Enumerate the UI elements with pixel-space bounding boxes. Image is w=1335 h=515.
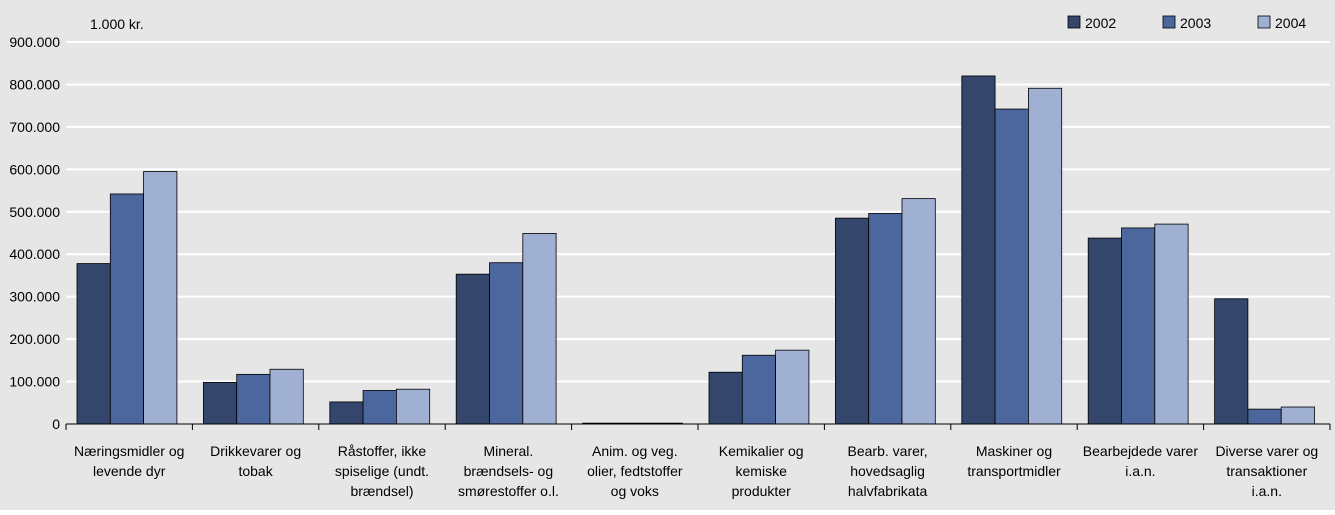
legend: 2002 2003 2004: [1067, 15, 1306, 31]
x-category-label: Bearbejdede varer i.a.n.: [1083, 443, 1199, 479]
x-axis: Næringsmidler og levende dyr Drikkevarer o…: [65, 423, 1331, 499]
y-tick-label: 200.000: [9, 331, 60, 347]
bar: [329, 401, 364, 425]
legend-swatch: [1162, 15, 1176, 29]
legend-label: 2003: [1180, 15, 1211, 31]
bar: [269, 368, 304, 425]
y-tick-label: 300.000: [9, 289, 60, 305]
bar: [1087, 237, 1122, 425]
y-tick-label: 800.000: [9, 76, 60, 92]
y-tick-label: 900.000: [9, 34, 60, 50]
x-category-label: Maskiner og transportmidler: [967, 443, 1061, 479]
x-category-label: Kemikalier og kemiske produkter: [719, 443, 804, 499]
bar: [1121, 227, 1156, 425]
bar: [901, 198, 936, 425]
y-axis: 0 100.000 200.000 300.000 400.000 500.000 600.…: [9, 34, 60, 432]
x-category-label: Drikkevarer og tobak: [210, 443, 301, 479]
bar: [202, 381, 238, 425]
y-tick-label: 600.000: [9, 161, 60, 177]
y-tick-label: 0: [52, 416, 60, 432]
bar: [868, 213, 903, 425]
bar: [489, 262, 524, 425]
bar: [1247, 408, 1282, 425]
bar: [362, 390, 397, 425]
bar: [395, 388, 431, 425]
y-tick-label: 700.000: [9, 119, 60, 135]
bar: [109, 193, 145, 425]
bar: [1280, 406, 1315, 425]
bar: [741, 354, 776, 425]
legend-swatch: [1067, 15, 1081, 29]
bar: [1214, 298, 1249, 425]
y-unit-label: 1.000 kr.: [90, 16, 144, 32]
bar: [775, 349, 810, 425]
bar: [835, 217, 870, 425]
legend-label: 2002: [1085, 15, 1116, 31]
bar: [522, 233, 557, 425]
bar: [994, 108, 1029, 425]
bar: [236, 373, 271, 425]
bar: [1154, 223, 1189, 425]
bar: [455, 273, 490, 425]
bar: [708, 371, 743, 425]
x-category-label: Mineral. brændsels- og smørestoffer o.l.: [458, 443, 559, 499]
x-category-label: Råstoffer, ikke spiselige (undt. brændsel): [335, 443, 429, 499]
bar: [76, 263, 111, 425]
y-tick-label: 100.000: [9, 374, 60, 390]
x-category-label: Bearb. varer, hovedsaglig halvfabrikata: [848, 443, 928, 499]
x-category-label: Anim. og veg. olier, fedtstoffer og voks: [587, 443, 683, 499]
legend-swatch: [1257, 15, 1271, 29]
x-category-label: Næringsmidler og levende dyr: [74, 443, 184, 479]
bar: [1028, 87, 1063, 425]
x-category-label: Diverse varer og transaktioner i.a.n.: [1215, 443, 1318, 499]
bars: [76, 75, 1315, 425]
bar: [143, 171, 178, 425]
y-tick-label: 400.000: [9, 246, 60, 262]
legend-label: 2004: [1275, 15, 1306, 31]
y-tick-label: 500.000: [9, 204, 60, 220]
bar: [961, 75, 996, 425]
